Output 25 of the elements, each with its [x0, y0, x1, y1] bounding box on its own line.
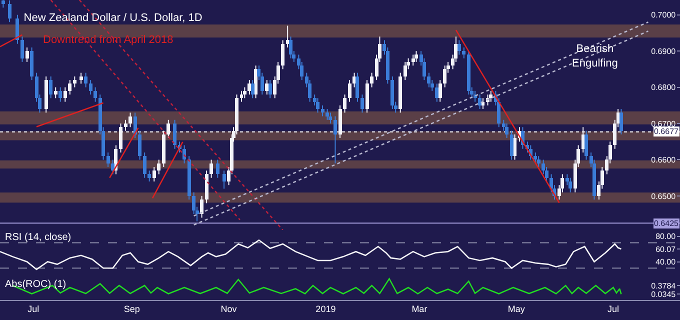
x-tick-label: Sep — [124, 304, 140, 314]
x-tick-label: Nov — [220, 304, 238, 314]
annotation: Bearish Engulfing — [572, 43, 618, 70]
annotation: Downtrend from April 2018 — [43, 34, 174, 46]
y-tick-label: 80.00 — [656, 232, 676, 242]
annotation: RSI (14, close) — [5, 232, 72, 243]
y-tick-label: 0.6900 — [651, 46, 676, 56]
x-tick-label: May — [508, 304, 526, 314]
ref-line-label: 0.6425 — [654, 219, 680, 228]
y-tick-label: 0.3784 — [651, 281, 676, 290]
y-tick-label: 0.6500 — [651, 192, 676, 201]
y-tick-label: 40.00 — [656, 258, 676, 267]
x-tick-label: Mar — [412, 304, 428, 314]
y-tick-label: 0.6600 — [651, 156, 676, 165]
annotation: Abs(ROC) (1) — [5, 279, 66, 290]
y-tick-label: 0.7000 — [651, 10, 676, 20]
text: New Zealand Dollar / U.S. Dollar, 1D — [24, 12, 202, 24]
x-tick-label: Jul — [28, 304, 40, 314]
ref-line-label: 0.6677 — [654, 127, 680, 136]
x-tick-label: 2019 — [316, 304, 336, 314]
y-tick-label: 0.6800 — [651, 83, 676, 92]
x-tick-label: Jul — [608, 304, 620, 314]
y-tick-label: 60.07 — [656, 244, 676, 254]
y-tick-label: 0.0345 — [651, 290, 676, 299]
y-tick-label: 0.6700 — [651, 119, 676, 128]
